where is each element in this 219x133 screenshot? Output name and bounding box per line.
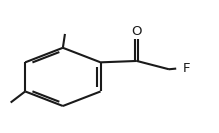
- Text: O: O: [132, 25, 142, 38]
- Text: F: F: [182, 62, 190, 75]
